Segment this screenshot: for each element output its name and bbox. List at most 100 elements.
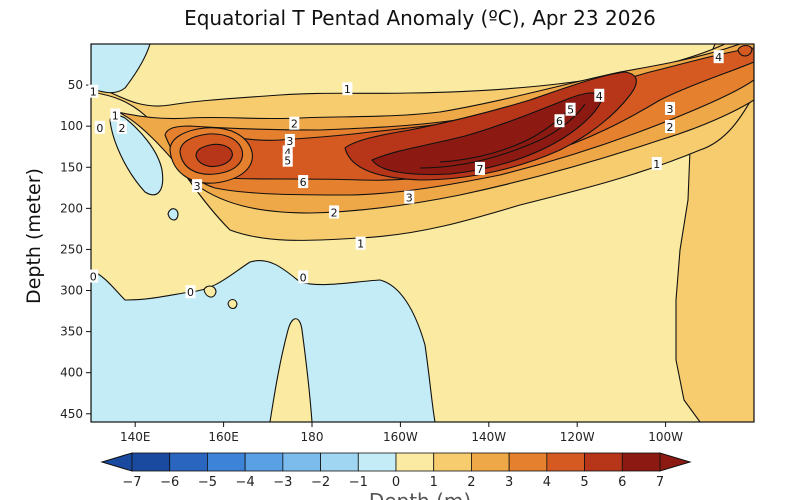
contour-label: 1: [651, 156, 662, 171]
contour-label-text: 1: [112, 109, 119, 122]
contour-label-text: 6: [556, 115, 563, 128]
y-axis-label: Depth (meter): [23, 168, 45, 304]
colorbar-tick-label: 7: [656, 475, 664, 490]
cool-small-dot-1: [167, 208, 179, 221]
contour-label-text: 1: [90, 86, 97, 99]
contour-label: 1: [355, 236, 366, 251]
colorbar-swatch: [508, 452, 548, 472]
contour-label-box: [116, 120, 127, 134]
contour-label-text: 1: [653, 158, 660, 171]
contour-label-box: [474, 161, 485, 175]
contour-label-text: 0: [300, 271, 307, 284]
colorbar-swatch: [584, 452, 623, 472]
colorbar-swatch: [282, 452, 321, 472]
colorbar-swatch: [169, 452, 208, 472]
y-tick-label: 100: [60, 119, 83, 133]
y-axis: 50 100 150 200 250 300 350 400 450: [60, 78, 91, 421]
colorbar-swatch: [131, 452, 171, 472]
colorbar-swatch: [207, 452, 246, 472]
chart-title: Equatorial T Pentad Anomaly (ºC), Apr 23…: [184, 6, 656, 30]
contour-label: 3: [404, 190, 415, 205]
contour-label-text: 4: [596, 90, 603, 103]
band-4-5: [177, 47, 754, 181]
plot-area: [91, 44, 754, 422]
contour-label: 0: [88, 269, 99, 284]
contour-label-box: [651, 156, 662, 170]
cool-deep-west: [91, 260, 436, 422]
contour-label-text: 0: [90, 271, 97, 284]
y-tick-label: 400: [60, 366, 83, 380]
colorbar-tick-label: 6: [618, 475, 626, 490]
contour-label: 0: [185, 285, 196, 299]
contour-label-text: 7: [476, 163, 483, 176]
contour-label: 4: [282, 145, 293, 159]
colorbar-tick-label: −2: [311, 475, 330, 490]
x-tick-label: 100W: [648, 430, 683, 444]
contour-label-box: [282, 145, 293, 159]
contour-label-box: [404, 190, 415, 204]
colorbar-tick-label: 5: [580, 475, 588, 490]
contour-label-box: [94, 120, 105, 134]
y-tick-label: 50: [68, 78, 83, 92]
x-tick-label: 140W: [471, 430, 506, 444]
east-max-blob: [737, 44, 753, 57]
contour-label-text: 5: [284, 155, 291, 168]
contour-label: 1: [88, 84, 99, 99]
inner-contour-1: [419, 103, 586, 169]
colorbar-tick-label: −1: [349, 475, 368, 490]
colorbar-tick-label: 0: [392, 475, 400, 490]
contour-label-box: [282, 153, 293, 167]
contour-label-box: [665, 119, 676, 133]
contour-label-box: [185, 285, 196, 299]
contour-label-box: [88, 269, 99, 283]
contour-label-text: 2: [331, 206, 338, 219]
contour-label-box: [342, 82, 353, 96]
colorbar-tick-label: 3: [505, 475, 513, 490]
colorbar-swatch: [471, 452, 510, 472]
contour-label-box: [329, 205, 340, 219]
contour-label: 1: [342, 82, 353, 96]
colorbar-tick-label: 4: [543, 475, 551, 490]
contour-label-box: [289, 116, 300, 130]
contour-label-box: [284, 133, 295, 147]
contour-label: 3: [665, 101, 676, 116]
contour-label-text: 2: [291, 118, 298, 131]
contour-label: 6: [554, 114, 565, 128]
colorbar-swatch: [320, 452, 359, 472]
contour-label-text: 4: [284, 146, 291, 159]
colorbar-tick-label: −6: [160, 475, 179, 490]
contour-label-box: [594, 88, 605, 102]
y-tick-label: 350: [60, 325, 83, 339]
contour-label: 5: [282, 153, 293, 168]
x-tick-label: 160W: [383, 430, 418, 444]
contour-label-text: 3: [286, 135, 293, 148]
y-tick-label: 250: [60, 242, 83, 256]
contour-label: 1: [110, 108, 121, 122]
x-tick-label: 120W: [560, 430, 595, 444]
colorbar: −7 −6 −5 −4 −3 −2 −1 0 1 2 3 4 5 6 7: [100, 452, 692, 490]
contour-label-box: [554, 114, 565, 128]
contour-label: 6: [298, 175, 309, 189]
contour-label-text: 5: [567, 104, 574, 117]
contour-label: 2: [116, 120, 127, 135]
contour-label: 7: [474, 161, 485, 176]
contour-label-text: 4: [715, 51, 722, 64]
colorbar-tick-label: −4: [236, 475, 255, 490]
contour-label-text: 6: [300, 176, 307, 189]
colorbar-tick-label: −3: [273, 475, 292, 490]
contour-label: 2: [329, 205, 340, 219]
colorbar-swatch: [621, 452, 661, 472]
contour-label: 0: [298, 270, 309, 284]
y-tick-label: 200: [60, 201, 83, 215]
contour-label: 2: [289, 116, 300, 131]
x-tick-label: 180: [301, 430, 324, 444]
colorbar-arrow-left: [100, 452, 133, 472]
west-blob-5-6: [195, 143, 233, 168]
colorbar-swatch: [357, 452, 397, 472]
contour-label-text: 3: [406, 192, 413, 205]
colorbar-caption: Depth (m): [369, 489, 471, 500]
y-tick-label: 150: [60, 160, 83, 174]
contour-label-box: [110, 108, 121, 122]
